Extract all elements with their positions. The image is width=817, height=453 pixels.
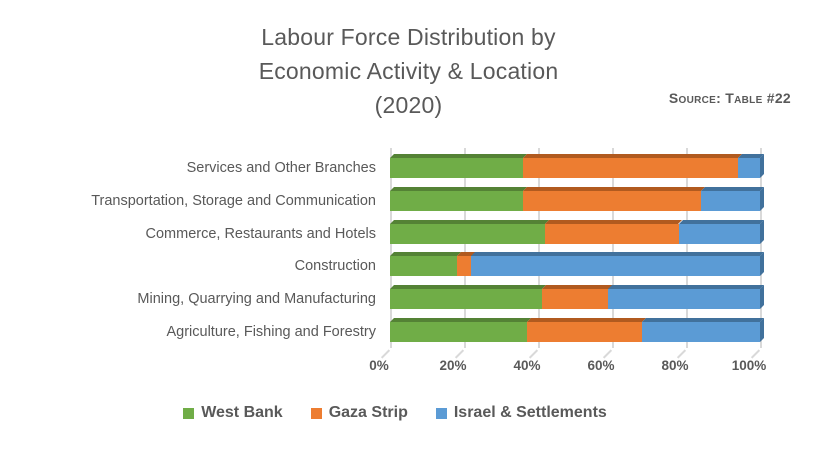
category-label: Construction	[294, 258, 376, 275]
bar-segment-top-face	[471, 252, 764, 257]
bar-segment-west-bank	[390, 219, 550, 244]
legend-swatch-icon	[435, 407, 447, 419]
category-label: Mining, Quarrying and Manufacturing	[137, 291, 376, 307]
category-label: Services and Other Branches	[186, 160, 376, 177]
x-tick-label: 80%	[661, 358, 689, 373]
legend: West Bank Gaza Strip Israel & Settlements	[0, 404, 790, 422]
bar-segment-top-face	[390, 252, 461, 257]
bar-segment-top-face	[390, 154, 528, 159]
bar-segment-gaza-strip	[523, 154, 742, 179]
bar-segment-west-bank	[390, 252, 461, 277]
bar-segment-west-bank	[390, 187, 528, 211]
legend-label: Israel & Settlements	[453, 404, 607, 421]
bar-segment-top-face	[526, 317, 646, 322]
x-tick-label: 20%	[439, 358, 467, 373]
bar-segment-israel-settlements	[678, 219, 764, 244]
bar-segment-right-face	[759, 154, 764, 179]
bar-segment-top-face	[523, 187, 705, 191]
bar-segment-gaza-strip	[541, 285, 613, 309]
bar-row	[390, 187, 764, 211]
bar-segment-top-face	[641, 317, 764, 322]
bar-segment-top-face	[541, 285, 613, 289]
bar-segment-top-face	[608, 285, 764, 289]
bar-segment-top-face	[390, 219, 550, 224]
x-tick-label: 0%	[369, 358, 389, 373]
bar-segment-right-face	[759, 252, 764, 277]
bar-row	[390, 252, 764, 277]
x-tick-label: 100%	[731, 358, 767, 373]
bar-segment-top-face	[390, 317, 531, 322]
plot-area	[380, 148, 764, 359]
x-axis: 0% 20% 40% 60% 80% 100%	[369, 358, 766, 378]
legend-item-israel-settlements: Israel & Settlements	[435, 404, 607, 422]
bar-segment-west-bank	[390, 154, 528, 179]
bar-segment-top-face	[678, 219, 764, 224]
bar-segment-right-face	[759, 285, 764, 309]
category-axis: Services and Other Branches Transportatio…	[0, 150, 376, 346]
gridline	[390, 148, 392, 348]
gridline	[612, 148, 614, 348]
chart-title: Labour Force Distribution by Economic Act…	[0, 20, 817, 122]
legend-swatch-icon	[183, 407, 195, 419]
bar-row	[390, 154, 764, 179]
bar-segment-west-bank	[390, 285, 546, 309]
bar-segment-top-face	[390, 187, 528, 191]
category-label: Commerce, Restaurants and Hotels	[145, 225, 377, 242]
bar-segment-israel-settlements	[700, 187, 764, 211]
bar-segment-gaza-strip	[545, 219, 683, 244]
bar-segment-gaza-strip	[526, 317, 646, 342]
bar-segment-top-face	[390, 285, 546, 289]
chart-title-line: Labour Force Distribution by	[261, 24, 556, 50]
legend-swatch-icon	[310, 407, 322, 419]
x-tick-label: 60%	[587, 358, 615, 373]
category-label: Agriculture, Fishing and Forestry	[166, 323, 376, 340]
bar-segment-israel-settlements	[737, 154, 764, 179]
bar-segment-gaza-strip	[523, 187, 705, 211]
legend-item-west-bank: West Bank	[183, 404, 283, 422]
legend-label: Gaza Strip	[328, 404, 408, 421]
bar-row	[390, 317, 764, 342]
gridline	[760, 148, 762, 348]
gridline	[538, 148, 540, 348]
chart-title-line: Economic Activity & Location	[258, 58, 559, 84]
gridline	[686, 148, 688, 348]
bar-segment-right-face	[759, 219, 764, 244]
bar-row	[390, 219, 764, 244]
bar-segment-israel-settlements	[608, 285, 764, 309]
bar-segment-top-face	[545, 219, 683, 224]
legend-item-gaza-strip: Gaza Strip	[310, 404, 408, 422]
bar-segment-top-face	[700, 187, 764, 191]
bar-segment-right-face	[759, 317, 764, 342]
category-label: Transportation, Storage and Communicatio…	[91, 193, 376, 209]
bar-segment-israel-settlements	[471, 252, 764, 277]
x-tick-label: 40%	[513, 358, 541, 373]
legend-label: West Bank	[201, 404, 283, 421]
bar-segment-gaza-strip	[456, 252, 476, 277]
chart-title-line: (2020)	[374, 92, 443, 118]
source-note: Source: Table #22	[668, 90, 791, 106]
gridline	[464, 148, 466, 348]
bar-segment-right-face	[759, 187, 764, 211]
bar-segment-israel-settlements	[641, 317, 764, 342]
bar-row	[390, 285, 764, 309]
bar-segment-top-face	[523, 154, 742, 159]
bar-segment-west-bank	[390, 317, 531, 342]
